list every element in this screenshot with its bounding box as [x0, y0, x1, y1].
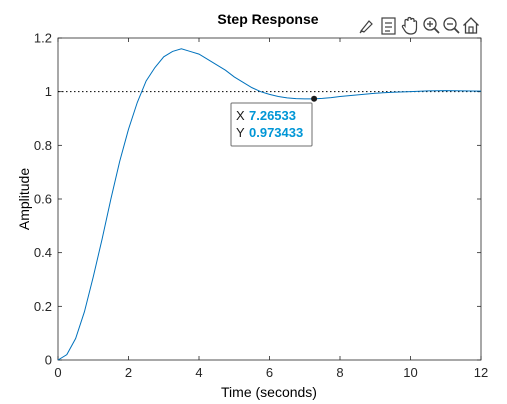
y-tick-label: 0.8 — [34, 138, 52, 153]
y-tick-label: 0.6 — [34, 192, 52, 207]
y-tick-label: 1.2 — [34, 31, 52, 46]
zoom-in-icon[interactable] — [423, 17, 440, 34]
x-tick-label: 6 — [266, 365, 273, 380]
x-tick-label: 12 — [474, 365, 488, 380]
y-tick-label: 0 — [45, 353, 52, 368]
x-tick-label: 4 — [195, 365, 202, 380]
datatip-box[interactable]: X 7.26533 Y 0.973433 — [230, 102, 313, 147]
pan-hand-icon[interactable] — [401, 16, 418, 35]
home-icon[interactable] — [463, 17, 479, 34]
x-tick-label: 0 — [54, 365, 61, 380]
x-tick-label: 8 — [336, 365, 343, 380]
datatip-y-key: Y — [236, 125, 245, 140]
x-axis-label: Time (seconds) — [221, 384, 317, 400]
axes-frame — [57, 37, 482, 361]
series-line-step-response[interactable] — [57, 48, 482, 361]
chart-title: Step Response — [217, 11, 318, 27]
datatip-marker[interactable] — [311, 95, 318, 102]
datatip-x-value: 7.26533 — [249, 108, 296, 123]
x-tick-label: 10 — [403, 365, 417, 380]
y-axis: 0 0.2 0.4 0.6 0.8 1 1.2 — [34, 31, 481, 368]
y-axis-label: Amplitude — [16, 168, 32, 230]
brush-icon[interactable] — [358, 17, 376, 35]
y-tick-label: 1 — [45, 84, 52, 99]
x-axis: 0 2 4 6 8 10 12 — [54, 38, 488, 380]
x-tick-label: 2 — [125, 365, 132, 380]
datatip-y-value: 0.973433 — [249, 125, 303, 140]
zoom-out-icon[interactable] — [443, 17, 460, 34]
axes-toolbar — [358, 16, 479, 35]
datatip-x-key: X — [236, 108, 245, 123]
y-tick-label: 0.2 — [34, 299, 52, 314]
datatip-icon[interactable] — [381, 17, 396, 35]
y-tick-label: 0.4 — [34, 245, 52, 260]
